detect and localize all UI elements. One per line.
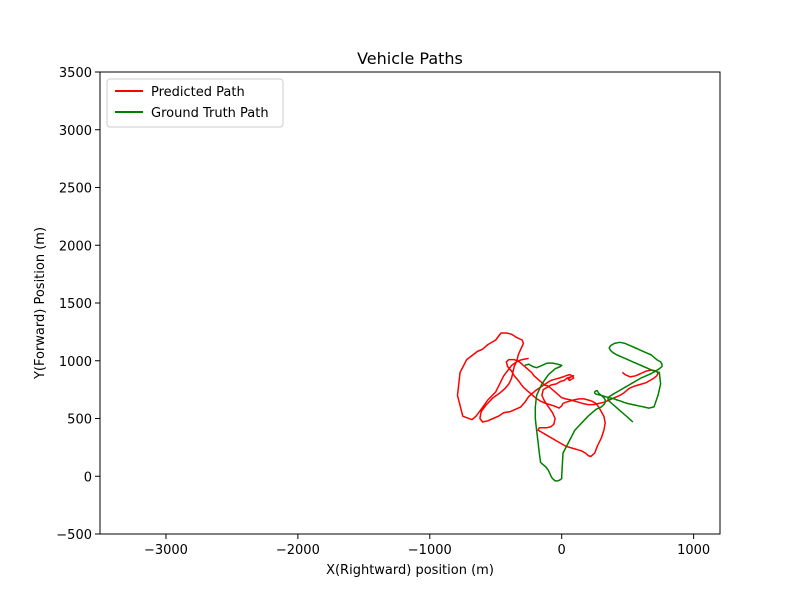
y-tick-label: 1500	[59, 297, 92, 312]
x-tick-label: −3000	[144, 543, 188, 558]
y-tick-label: 0	[84, 470, 92, 485]
y-axis-ticks: −500 0 500 1000 1500 2000 2500 3000 3500	[56, 66, 100, 543]
x-axis-ticks: −3000 −2000 −1000 0 1000	[144, 534, 710, 558]
ground-truth-path-line	[524, 341, 663, 482]
y-tick-label: 3500	[59, 66, 92, 81]
predicted-path-line	[456, 332, 659, 458]
y-tick-label: 500	[67, 413, 92, 428]
legend: Predicted Path Ground Truth Path	[106, 78, 284, 128]
legend-label-predicted: Predicted Path	[151, 85, 245, 100]
x-tick-label: 0	[558, 543, 566, 558]
x-tick-label: −2000	[276, 543, 320, 558]
y-tick-label: 2000	[59, 239, 92, 254]
legend-box	[106, 78, 284, 128]
x-tick-label: 1000	[677, 543, 710, 558]
chart-title: Vehicle Paths	[357, 49, 463, 68]
plot-area	[100, 72, 720, 534]
x-tick-label: −1000	[408, 543, 452, 558]
y-axis-label: Y(Forward) Position (m)	[33, 227, 48, 380]
y-tick-label: 2500	[59, 182, 92, 197]
y-tick-label: −500	[56, 528, 92, 543]
y-tick-label: 1000	[59, 355, 92, 370]
series-layer	[456, 332, 663, 482]
y-tick-label: 3000	[59, 124, 92, 139]
x-axis-label: X(Rightward) position (m)	[326, 563, 494, 578]
legend-label-ground-truth: Ground Truth Path	[151, 106, 269, 121]
